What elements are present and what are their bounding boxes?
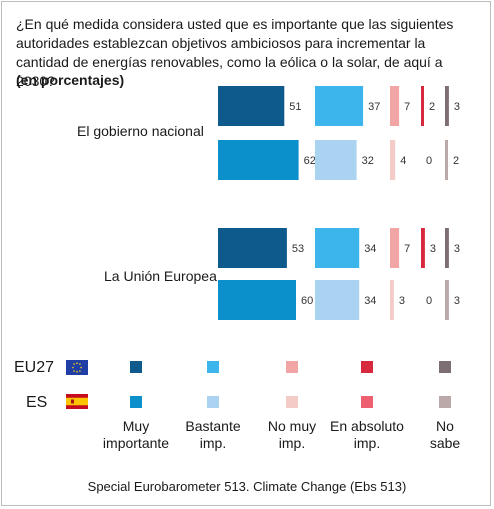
legend-swatch-es-en-absoluto — [361, 396, 373, 408]
legend-swatch-es-no-sabe — [439, 396, 451, 408]
eu-flag-icon — [66, 360, 88, 375]
unit-label: (en porcentajes) — [16, 72, 125, 88]
bar-value-label: 53 — [292, 243, 304, 255]
bar-eu27-eu-en-absoluto — [421, 228, 425, 268]
legend-swatch-eu27-en-absoluto — [361, 361, 373, 373]
bar-eu27-eu-bastante — [315, 228, 360, 268]
bar-es-eu-muy-importante — [218, 280, 296, 320]
bar-eu27-national-no-muy — [390, 86, 400, 126]
legend-cat-no-sabe: No sabe — [429, 418, 461, 451]
bar-eu27-eu-no-muy — [390, 228, 400, 268]
bar-es-national-bastante — [315, 140, 357, 180]
bar-value-label: 2 — [453, 155, 459, 167]
legend-swatch-es-muy-importante — [130, 396, 142, 408]
bar-es-national-muy-importante — [218, 140, 299, 180]
bar-es-eu-no-sabe — [445, 280, 449, 320]
bar-eu27-national-no-sabe — [445, 86, 449, 126]
legend-row-eu27: EU27 — [14, 359, 55, 376]
source-note: Special Eurobarometer 513. Climate Chang… — [87, 479, 407, 494]
bar-value-label: 51 — [289, 101, 301, 113]
bar-value-label: 7 — [404, 101, 410, 113]
bar-es-eu-no-muy — [390, 280, 394, 320]
bar-eu27-national-en-absoluto — [421, 86, 424, 126]
legend-cat-en-absoluto: En absoluto imp. — [330, 418, 404, 451]
bar-value-label: 0 — [426, 155, 432, 167]
legend-swatch-eu27-no-sabe — [439, 361, 451, 373]
group-label-eu: La Unión Europea — [104, 268, 217, 284]
legend-swatch-eu27-no-muy — [286, 361, 298, 373]
legend-row-es: ES — [26, 394, 48, 411]
bar-value-label: 3 — [454, 101, 460, 113]
bar-eu27-eu-muy-importante — [218, 228, 287, 268]
bar-value-label: 34 — [364, 243, 376, 255]
legend-swatch-es-no-muy — [286, 396, 298, 408]
group-label-national: El gobierno nacional — [77, 123, 204, 139]
bar-value-label: 3 — [454, 243, 460, 255]
chart-question: ¿En qué medida considera usted que es im… — [16, 16, 454, 89]
bar-value-label: 4 — [400, 155, 406, 167]
bar-value-label: 3 — [454, 295, 460, 307]
legend-swatch-eu27-muy-importante — [130, 361, 142, 373]
bar-value-label: 3 — [399, 295, 405, 307]
bar-eu27-national-bastante — [315, 86, 364, 126]
bar-value-label: 32 — [362, 155, 374, 167]
bar-es-national-no-muy — [390, 140, 396, 180]
bar-value-label: 0 — [426, 295, 432, 307]
bar-es-national-no-sabe — [445, 140, 448, 180]
spain-flag-icon — [66, 394, 88, 409]
legend-swatch-eu27-bastante — [207, 361, 219, 373]
legend-cat-bastante: Bastante imp. — [185, 418, 241, 451]
legend-swatch-es-bastante — [207, 396, 219, 408]
bar-value-label: 62 — [304, 155, 316, 167]
bar-value-label: 60 — [301, 295, 313, 307]
bar-value-label: 34 — [364, 295, 376, 307]
bar-value-label: 2 — [429, 101, 435, 113]
bar-value-label: 37 — [368, 101, 380, 113]
bar-eu27-eu-no-sabe — [445, 228, 449, 268]
bar-es-eu-bastante — [315, 280, 360, 320]
legend-cat-muy-importante: Muy importante — [102, 418, 170, 451]
bar-eu27-national-muy-importante — [218, 86, 285, 126]
legend-cat-no-muy: No muy imp. — [267, 418, 317, 451]
bar-value-label: 3 — [430, 243, 436, 255]
bar-value-label: 7 — [404, 243, 410, 255]
